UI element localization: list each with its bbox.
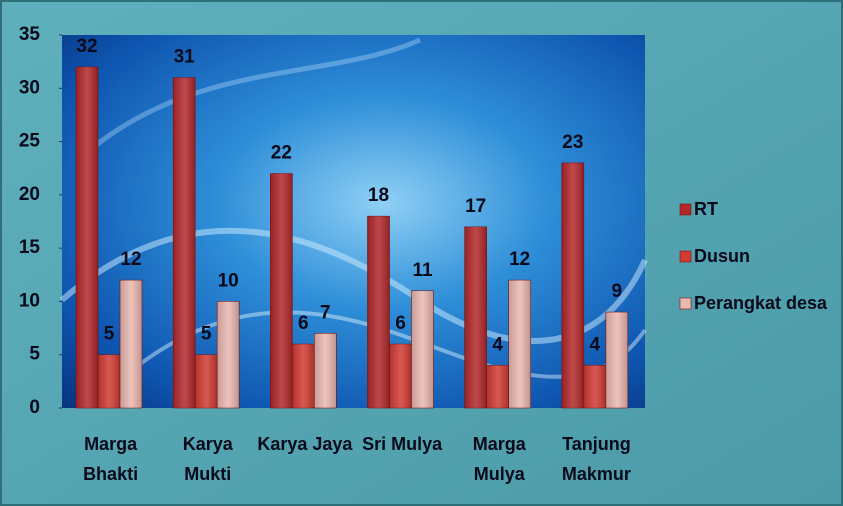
decor-swirl	[88, 37, 422, 152]
data-label: 4	[492, 334, 503, 355]
bar-shade	[98, 354, 120, 408]
data-label: 12	[120, 249, 141, 270]
x-tick-label: Mukti	[184, 464, 231, 484]
bar-shade	[411, 290, 434, 408]
bar-shade	[367, 216, 390, 408]
y-tick-label: 0	[29, 397, 40, 418]
data-label: 22	[271, 143, 292, 164]
bar-shade	[173, 77, 196, 408]
legend-swatch	[679, 250, 692, 263]
x-tick-label: Karya Jaya	[257, 434, 353, 454]
x-tick-label: Bhakti	[83, 464, 138, 484]
x-tick-label: Marga	[473, 434, 527, 454]
data-label: 18	[368, 185, 389, 206]
x-tick-label: Mulya	[474, 464, 526, 484]
bar-shade	[561, 162, 584, 408]
data-label: 9	[612, 281, 623, 302]
data-label: 7	[320, 302, 331, 323]
bar-shade	[486, 365, 509, 408]
data-label: 17	[465, 196, 486, 217]
bar-shade	[508, 280, 531, 408]
legend-label: Perangkat desa	[694, 293, 828, 313]
legend-swatch	[679, 203, 692, 216]
data-label: 4	[590, 334, 601, 355]
x-tick-label: Karya	[183, 434, 234, 454]
bar-shade	[195, 354, 218, 408]
data-label: 32	[76, 36, 97, 57]
data-label: 6	[395, 313, 406, 334]
y-tick-label: 25	[19, 131, 41, 152]
bar-shade	[292, 344, 315, 408]
bar-shade	[270, 173, 293, 408]
legend-swatch	[679, 297, 692, 310]
legend-label: Dusun	[694, 246, 750, 266]
x-tick-label: Sri Mulya	[362, 434, 443, 454]
data-label: 23	[562, 132, 583, 153]
bar-shade	[389, 344, 412, 408]
y-tick-label: 10	[19, 290, 40, 311]
data-label: 12	[509, 249, 530, 270]
bar-shade	[217, 301, 240, 408]
bar-shade	[583, 365, 606, 408]
data-label: 6	[298, 313, 309, 334]
y-tick-label: 20	[19, 184, 40, 205]
data-label: 5	[201, 324, 212, 345]
x-tick-label: Tanjung	[562, 434, 631, 454]
data-label: 5	[104, 324, 115, 345]
data-label: 31	[174, 47, 196, 68]
bar-shade	[314, 333, 337, 408]
bar-shade	[605, 312, 628, 408]
data-label: 11	[412, 260, 433, 281]
bar-shade	[464, 226, 487, 408]
y-tick-label: 35	[19, 24, 41, 45]
y-tick-label: 30	[19, 77, 40, 98]
legend-label: RT	[694, 199, 718, 219]
data-label: 10	[218, 270, 239, 291]
y-tick-label: 5	[29, 344, 40, 365]
bar-shade	[120, 280, 142, 408]
plot-area	[62, 35, 645, 408]
bar-shade	[76, 66, 98, 408]
x-tick-label: Makmur	[562, 464, 631, 484]
y-tick-label: 15	[19, 237, 41, 258]
x-tick-label: Marga	[84, 434, 138, 454]
